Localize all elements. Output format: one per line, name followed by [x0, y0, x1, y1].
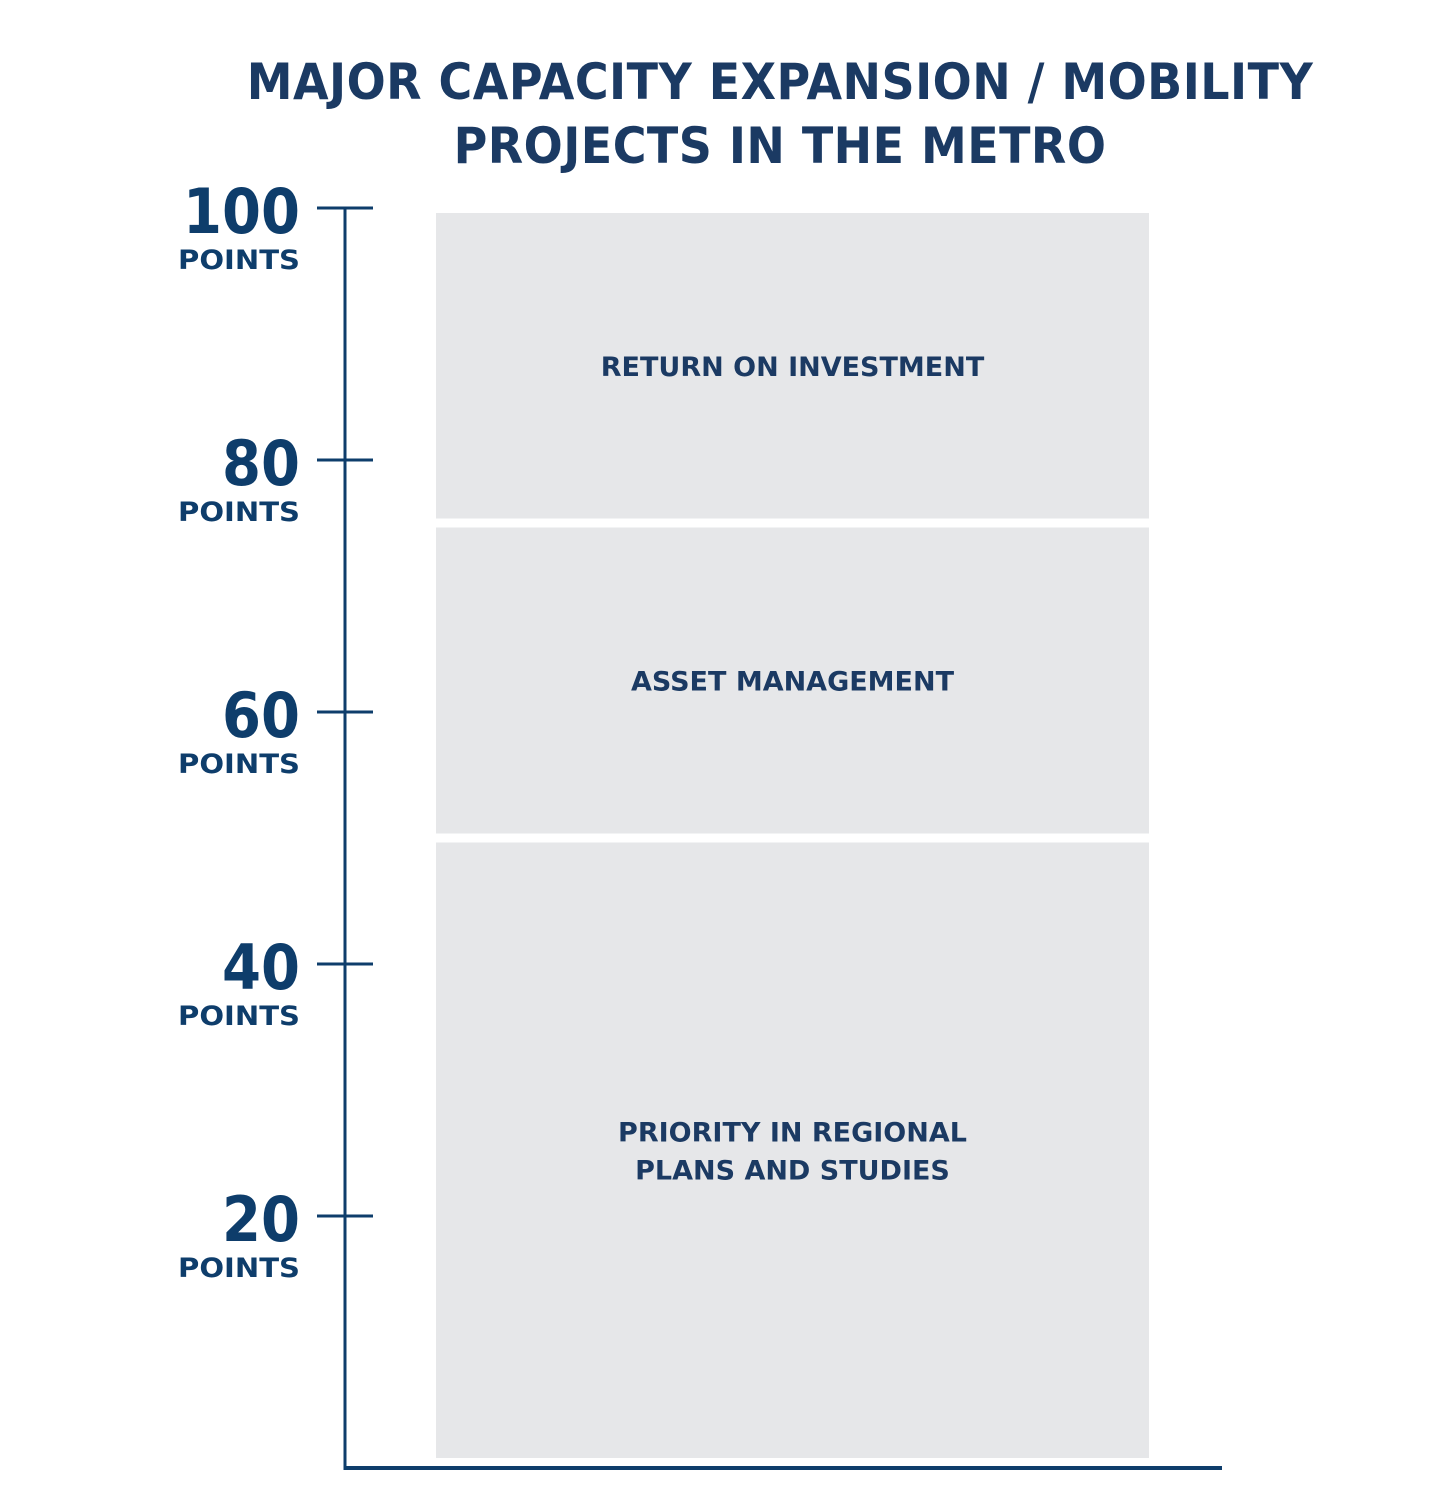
bar-segment-return-on-investment — [436, 213, 1149, 519]
tick-label: 80 — [222, 427, 300, 500]
y-axis-ticks: 100POINTS80POINTS60POINTS40POINTS20POINT… — [178, 175, 373, 1284]
segment-label: PRIORITY IN REGIONAL — [618, 1117, 967, 1148]
tick-label: 40 — [222, 931, 300, 1004]
tick-label: 100 — [183, 175, 300, 248]
y-axis — [343, 208, 1222, 1470]
bar-segments: PRIORITY IN REGIONAL PLANS AND STUDIES ASS… — [436, 213, 1149, 1458]
tick-unit-label: POINTS — [178, 749, 300, 780]
tick-unit-label: POINTS — [178, 245, 300, 276]
bar-segment-asset-management — [436, 527, 1149, 834]
tick-label: 20 — [222, 1183, 300, 1256]
chart-title-line-1: MAJOR CAPACITY EXPANSION / MOBILITY — [246, 53, 1314, 111]
segment-label: ASSET MANAGEMENT — [631, 667, 955, 698]
tick-label: 60 — [222, 679, 300, 752]
segment-label: RETURN ON INVESTMENT — [601, 352, 985, 383]
tick-unit-label: POINTS — [178, 1253, 300, 1284]
tick-unit-label: POINTS — [178, 497, 300, 528]
bar-segment-priority-in-regional-plans-and-studies — [436, 842, 1149, 1458]
chart-title: MAJOR CAPACITY EXPANSION / MOBILITY PROJ… — [62, 50, 1440, 178]
tick-unit-label: POINTS — [178, 1001, 300, 1032]
chart-title-line-2: PROJECTS IN THE METRO — [453, 117, 1107, 175]
segment-label: PLANS AND STUDIES — [635, 1155, 950, 1186]
